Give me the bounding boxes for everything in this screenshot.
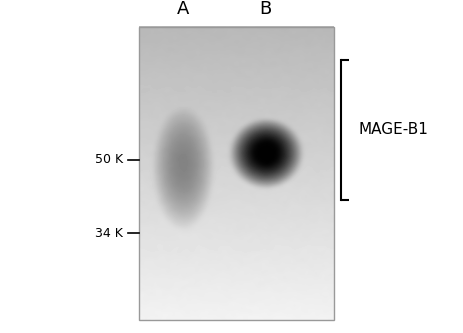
Text: B: B <box>259 0 271 18</box>
Text: 34 K: 34 K <box>95 226 123 240</box>
Text: A: A <box>176 0 189 18</box>
Bar <box>139 27 333 320</box>
Text: MAGE-B1: MAGE-B1 <box>358 122 428 138</box>
Text: 50 K: 50 K <box>94 153 123 166</box>
